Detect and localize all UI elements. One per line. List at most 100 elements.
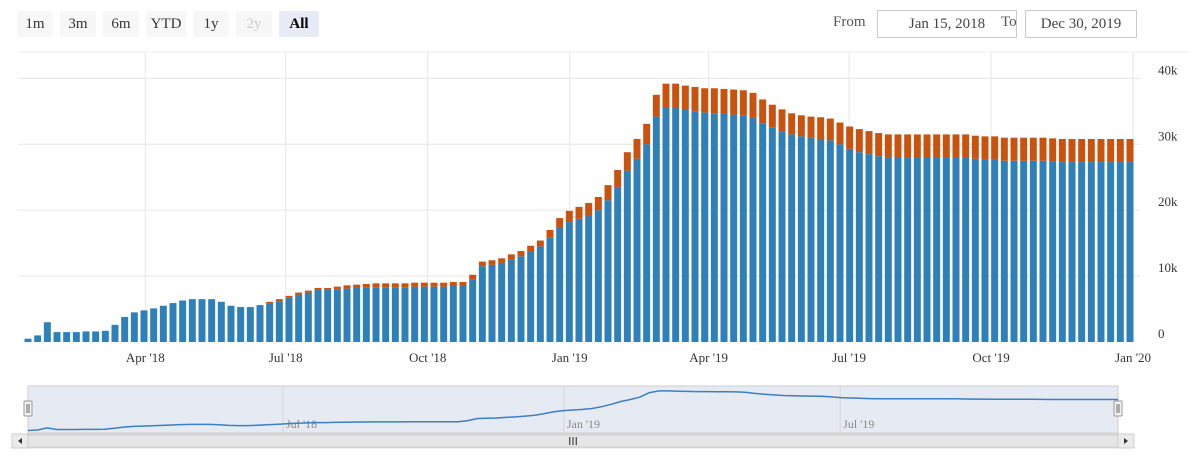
bar-series1	[188, 299, 196, 342]
bar-series1	[894, 157, 902, 342]
bar-series1	[546, 237, 554, 342]
bar-series2	[662, 83, 670, 109]
arrow-left-icon	[18, 438, 22, 444]
bar-series1	[826, 140, 834, 342]
bar-series1	[981, 159, 989, 342]
bar-series2	[633, 139, 641, 159]
bar-series2	[826, 118, 834, 141]
bar-series1	[913, 157, 921, 342]
bar-series1	[43, 322, 51, 342]
bar-series1	[797, 136, 805, 342]
bar-series2	[517, 251, 525, 257]
bar-series1	[759, 123, 767, 343]
bar-series2	[459, 282, 467, 286]
bar-series2	[333, 286, 341, 290]
bar-series1	[179, 300, 187, 342]
bar-series2	[730, 89, 738, 115]
bar-series2	[362, 284, 370, 288]
bar-series1	[623, 170, 631, 342]
bar-series2	[1078, 139, 1086, 163]
x-tick-label: Apr '19	[689, 350, 728, 365]
bar-series2	[372, 283, 380, 288]
bar-series1	[411, 286, 419, 342]
bar-series2	[942, 134, 950, 158]
bar-series1	[440, 286, 448, 342]
bar-series1	[952, 157, 960, 342]
bar-series1	[604, 200, 612, 342]
bar-series1	[710, 113, 718, 342]
scrollbar-grip-icon: III	[568, 435, 578, 448]
bar-series1	[353, 287, 361, 342]
bar-series1	[391, 287, 399, 342]
bar-series1	[720, 113, 728, 342]
bar-series1	[449, 285, 457, 342]
navigator-right-handle[interactable]	[1113, 400, 1123, 417]
bar-series1	[285, 297, 293, 342]
bar-series1	[1087, 162, 1095, 342]
bar-series2	[855, 129, 863, 153]
bar-series2	[1058, 139, 1066, 163]
bar-series2	[275, 299, 283, 302]
arrow-right-icon	[1124, 438, 1128, 444]
bar-series1	[333, 289, 341, 342]
bar-series2	[710, 88, 718, 114]
bar-series2	[585, 202, 593, 216]
bar-series1	[778, 131, 786, 342]
bar-series1	[749, 117, 757, 342]
range-button-3m[interactable]: 3m	[60, 11, 96, 37]
bar-series1	[275, 301, 283, 342]
range-button-all[interactable]: All	[279, 11, 319, 37]
bar-series2	[498, 258, 506, 263]
bar-series2	[952, 134, 960, 158]
bar-series1	[237, 307, 245, 342]
bar-series1	[217, 301, 225, 342]
bar-series2	[971, 135, 979, 159]
bar-series2	[565, 210, 573, 223]
bar-series2	[314, 287, 322, 290]
bar-series1	[256, 305, 264, 342]
bar-series2	[865, 131, 873, 155]
bar-series1	[140, 310, 148, 342]
bar-series1	[836, 144, 844, 342]
range-button-ytd[interactable]: YTD	[146, 11, 186, 37]
bar-series1	[420, 286, 428, 342]
x-tick-label: Oct '19	[972, 350, 1009, 365]
range-button-6m[interactable]: 6m	[103, 11, 139, 37]
bar-series1	[585, 215, 593, 342]
bar-series2	[556, 218, 564, 228]
to-label: To	[1001, 14, 1017, 30]
bar-series2	[536, 240, 544, 247]
bar-series2	[478, 261, 486, 267]
navigator-left-handle[interactable]	[23, 400, 33, 417]
bar-series2	[817, 117, 825, 139]
bar-series1	[991, 159, 999, 342]
bar-series1	[401, 287, 409, 342]
bar-series2	[449, 282, 457, 286]
bar-series2	[324, 287, 332, 290]
range-button-1m[interactable]: 1m	[17, 11, 53, 37]
bar-series2	[488, 260, 496, 265]
bar-series2	[420, 282, 428, 287]
bar-series1	[314, 289, 322, 342]
range-selector-buttons: 1m 3m 6m YTD 1y 2y All	[17, 11, 326, 37]
bar-series1	[53, 332, 61, 342]
bar-series2	[739, 90, 747, 116]
bar-series2	[527, 245, 535, 252]
bar-series2	[1010, 137, 1018, 161]
bar-series1	[807, 137, 815, 342]
bar-series1	[971, 158, 979, 342]
from-date-input[interactable]: Jan 15, 2018	[877, 10, 1017, 38]
bar-series2	[1107, 139, 1115, 163]
bar-series2	[875, 133, 883, 157]
bar-series2	[884, 134, 892, 158]
bar-series1	[933, 157, 941, 342]
range-button-1y[interactable]: 1y	[193, 11, 229, 37]
to-date-input[interactable]: Dec 30, 2019	[1025, 10, 1137, 38]
bar-series1	[865, 154, 873, 342]
bar-series1	[266, 303, 274, 342]
bar-series2	[1126, 139, 1134, 163]
y-tick-label: 20k	[1158, 194, 1178, 209]
bar-series1	[130, 312, 138, 342]
bar-series2	[759, 99, 767, 124]
bar-series2	[1097, 139, 1105, 163]
